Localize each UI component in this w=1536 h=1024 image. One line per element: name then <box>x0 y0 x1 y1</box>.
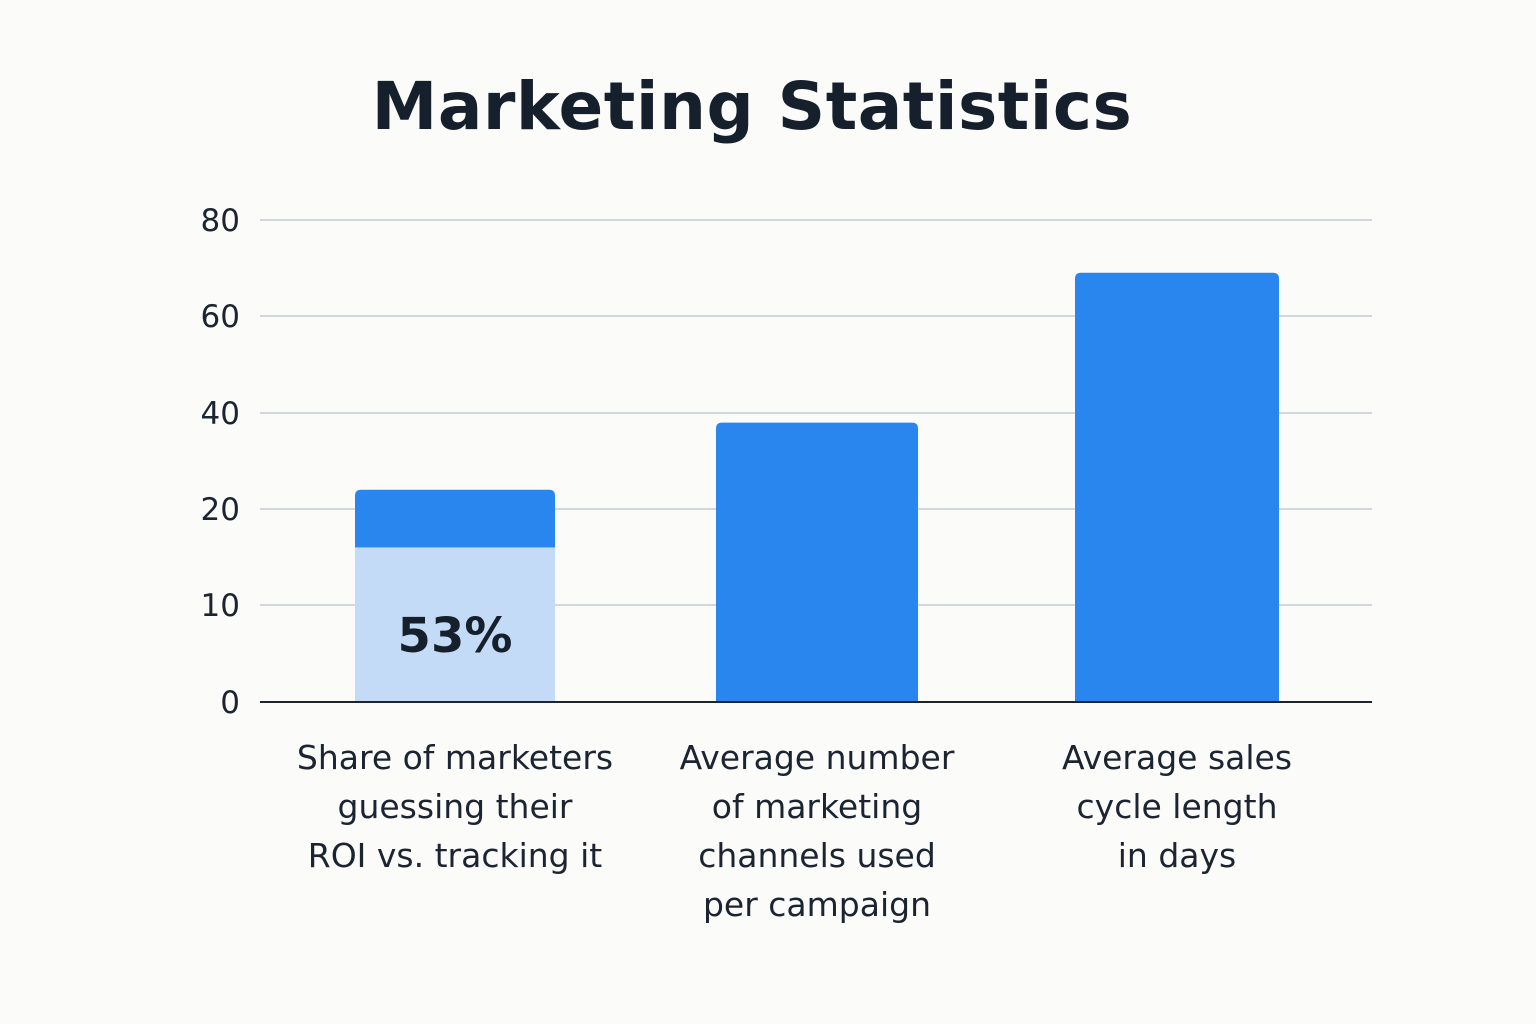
category-label: Average number of marketing channels used p… <box>680 738 955 924</box>
category-label-line: Average sales <box>1062 738 1292 777</box>
category-label-line: ROI vs. tracking it <box>308 836 602 875</box>
y-tick-label: 0 <box>220 685 240 721</box>
data-label: 53% <box>398 608 513 664</box>
chart-title: Marketing Statistics <box>371 68 1133 145</box>
category-label: Share of marketers guessing their ROI vs. … <box>297 738 613 875</box>
y-tick-label: 60 <box>201 299 240 335</box>
category-label-line: in days <box>1118 836 1236 875</box>
category-label: Average sales cycle length in days <box>1062 738 1292 875</box>
y-tick-label: 40 <box>201 396 240 432</box>
category-label-line: Share of marketers <box>297 738 613 777</box>
bar[interactable] <box>716 422 918 702</box>
y-tick-label: 80 <box>201 203 240 239</box>
category-label-line: of marketing <box>712 787 922 826</box>
category-label-line: Average number <box>680 738 955 777</box>
bar-highlight-segment <box>355 547 555 702</box>
category-label-line: guessing their <box>338 787 573 826</box>
category-label-line: per campaign <box>703 885 931 924</box>
bar[interactable] <box>1075 272 1279 702</box>
category-label-line: channels used <box>698 836 936 875</box>
category-label-line: cycle length <box>1077 787 1278 826</box>
y-tick-label: 10 <box>201 588 240 624</box>
y-tick-label: 20 <box>201 492 240 528</box>
